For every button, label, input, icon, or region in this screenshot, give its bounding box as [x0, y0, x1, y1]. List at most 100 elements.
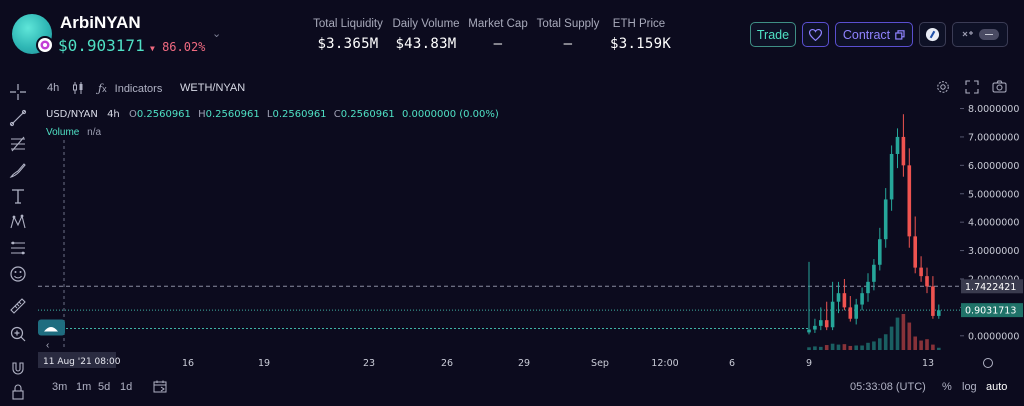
- candle-body: [901, 136, 906, 166]
- magnet-icon[interactable]: [9, 359, 27, 377]
- settings-gear-icon[interactable]: [936, 80, 950, 97]
- range-1m[interactable]: 1m: [76, 381, 92, 393]
- indicators-label: Indicators: [114, 83, 163, 95]
- volume-bar: [895, 317, 900, 350]
- stat-label: Total Supply: [536, 18, 600, 30]
- favorite-button[interactable]: [802, 22, 829, 47]
- legend-h-key: H: [198, 109, 206, 120]
- lock-icon[interactable]: [9, 383, 27, 401]
- ruler-icon[interactable]: [9, 297, 27, 315]
- interval-button[interactable]: 4h: [47, 82, 60, 94]
- toggle-pill: [978, 29, 999, 40]
- clock-time[interactable]: 05:33:08 (UTC): [850, 381, 926, 393]
- brush-icon[interactable]: [9, 161, 27, 179]
- range-5d[interactable]: 5d: [98, 381, 111, 393]
- candle-body: [931, 286, 935, 316]
- tv-logo-icon: [44, 327, 58, 332]
- candle-body: [883, 199, 888, 240]
- y-tick-label: 7.0000000: [968, 132, 1019, 143]
- candle-body: [824, 320, 829, 328]
- stat-label: Total Liquidity: [313, 18, 383, 30]
- crosshair-icon[interactable]: [9, 83, 27, 101]
- price-line-label-bg: [961, 279, 1023, 294]
- down-arrow-icon: ▼: [150, 44, 155, 53]
- log-toggle[interactable]: log: [962, 381, 977, 393]
- x-tick-label: 16: [182, 358, 194, 369]
- date-range-icon[interactable]: [153, 380, 167, 396]
- legend-l-key: L: [266, 109, 273, 120]
- volume-bar: [878, 338, 882, 350]
- volume-bar: [866, 342, 870, 350]
- volume-bar: [807, 347, 811, 350]
- heart-icon: [809, 28, 822, 41]
- emoji-icon[interactable]: [9, 265, 27, 283]
- compare-symbol[interactable]: WETH/NYAN: [180, 82, 246, 94]
- legend-o-key: O: [128, 109, 137, 120]
- candle-body: [913, 236, 917, 268]
- chevron-down-icon[interactable]: ⌄: [212, 28, 222, 40]
- volume-label: Volume: [46, 127, 80, 138]
- percent-toggle[interactable]: %: [942, 381, 952, 393]
- measure-range-icon[interactable]: [9, 239, 27, 257]
- fullscreen-icon[interactable]: [965, 80, 979, 97]
- fib-tool-icon[interactable]: [9, 135, 27, 153]
- trend-line-icon[interactable]: [9, 109, 27, 127]
- stat-label: Market Cap: [468, 18, 528, 30]
- volume-bar: [842, 344, 847, 350]
- volume-bar: [907, 322, 912, 350]
- copy-icon: [895, 29, 905, 40]
- explorer-button[interactable]: [919, 22, 946, 47]
- volume-bar: [925, 339, 929, 350]
- volume-bar: [919, 340, 923, 350]
- candle-body: [889, 153, 894, 200]
- volume-bar: [883, 334, 888, 350]
- price-chart[interactable]: 8.0000000 7.0000000 6.0000000 5.0000000 4.00…: [38, 100, 1024, 376]
- indicators-button[interactable]: ƒx Indicators: [98, 82, 163, 95]
- token-change: ▼ 86.02%: [150, 40, 205, 54]
- price-line-label-bg: [961, 303, 1023, 318]
- price-line-label: 0.9031713: [965, 306, 1016, 317]
- contract-button[interactable]: Contract: [835, 22, 913, 47]
- settings-toggle[interactable]: [952, 22, 1008, 47]
- candle-body: [807, 329, 811, 333]
- range-3m[interactable]: 3m: [52, 381, 68, 393]
- text-tool-icon[interactable]: [9, 187, 27, 205]
- candle-body: [907, 165, 912, 237]
- candle-body: [813, 325, 817, 330]
- x-tick-label: 29: [518, 358, 530, 369]
- chart-canvas[interactable]: 8.0000000 7.0000000 6.0000000 5.0000000 4.00…: [38, 100, 1024, 376]
- candle-type-icon[interactable]: [72, 81, 84, 98]
- volume-bar: [860, 345, 864, 350]
- tools-icon: [962, 30, 973, 36]
- fx-icon: ƒ: [98, 82, 103, 95]
- drawing-tools-sidebar: [0, 76, 38, 406]
- legend-o-val: 0.2560961: [136, 109, 191, 120]
- stat-market-cap: Market Cap —: [468, 18, 528, 52]
- y-tick-label: 8.0000000: [968, 104, 1019, 115]
- trade-button[interactable]: Trade: [750, 22, 796, 47]
- price-axis: [960, 100, 1024, 376]
- pattern-tool-icon[interactable]: [9, 213, 27, 231]
- auto-toggle[interactable]: auto: [986, 381, 1008, 393]
- chart-toolbar: 4h ƒx Indicators WETH/NYAN: [38, 76, 1024, 100]
- candle-body: [895, 136, 900, 154]
- zoom-in-icon[interactable]: [9, 325, 27, 343]
- volume-bar: [813, 346, 817, 350]
- stat-total-liquidity: Total Liquidity $3.365M: [312, 18, 384, 52]
- crosshair-x-label: 11 Aug '21 08:00: [43, 357, 121, 367]
- crosshair-x-label-bg: [38, 352, 116, 368]
- candle-body: [925, 276, 929, 287]
- axis-settings-icon: [983, 358, 993, 368]
- range-1d[interactable]: 1d: [120, 381, 133, 393]
- legend-c-val: 0.2560961: [340, 109, 395, 120]
- camera-icon[interactable]: [992, 80, 1007, 96]
- token-header: ArbiNYAN $0.903171 ▼ 86.02% ⌄ Total Liqu…: [0, 0, 1024, 70]
- candle-body: [819, 320, 823, 326]
- volume-bar: [824, 345, 829, 350]
- legend-pair: USD/NYAN: [46, 109, 98, 120]
- volume-value: n/a: [87, 127, 102, 138]
- ohlc-legend: USD/NYAN 4h O0.2560961 H0.2560961 L0.256…: [46, 109, 499, 120]
- volume-bar: [836, 344, 841, 350]
- token-change-value: 86.02%: [162, 40, 206, 54]
- x-tick-label: 23: [363, 358, 375, 369]
